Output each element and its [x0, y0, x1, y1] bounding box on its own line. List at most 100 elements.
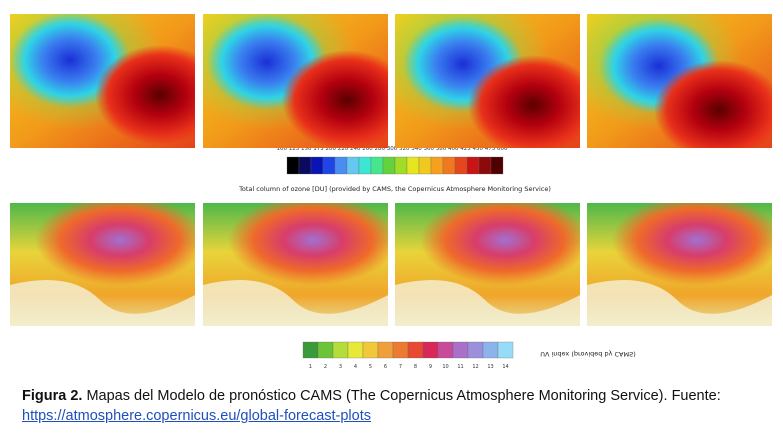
uv-tick-label: 11: [457, 364, 463, 370]
ozone-tick-label: 240: [350, 146, 361, 152]
uv-tick-label: 14: [502, 364, 508, 370]
uv-swatch: [347, 341, 364, 359]
ozone-tick-label: 340: [411, 146, 422, 152]
ozone-tick-label: 300: [387, 146, 398, 152]
ozone-tick-label: 360: [424, 146, 435, 152]
uv-swatch: [452, 341, 469, 359]
ozone-ticks: 100 125 150 175 200 220 240 260 280 300 …: [277, 146, 508, 152]
ozone-map: [395, 14, 580, 148]
uv-swatch: [407, 341, 424, 359]
uv-swatch: [362, 341, 379, 359]
ozone-tick-label: 320: [399, 146, 410, 152]
ozone-swatch: [478, 156, 492, 175]
uv-swatch: [377, 341, 394, 359]
caption-link[interactable]: https://atmosphere.copernicus.eu/global-…: [22, 408, 371, 424]
ozone-tick-label: 260: [362, 146, 373, 152]
uv-swatch: [422, 341, 439, 359]
uv-coast: [587, 280, 772, 326]
uv-layers: [587, 203, 772, 326]
ozone-tick-label: 600: [497, 146, 508, 152]
ozone-tick-label: 200: [326, 146, 337, 152]
ozone-tick-label: 280: [375, 146, 386, 152]
ozone-swatch: [430, 156, 444, 175]
uv-tick-label: 9: [429, 364, 432, 370]
ozone-map: [203, 14, 388, 148]
uv-tick-label: 10: [442, 364, 448, 370]
ozone-map: [587, 14, 772, 148]
uv-hot: [612, 203, 772, 285]
ozone-swatch: [406, 156, 420, 175]
ozone-swatch: [298, 156, 312, 175]
ozone-tick-label: 175: [313, 146, 324, 152]
uv-tick-label: 8: [414, 364, 417, 370]
uv-swatch: [302, 341, 319, 359]
uv-swatch: [317, 341, 334, 359]
ozone-tick-label: 380: [436, 146, 447, 152]
ozone-tick-label: 425: [460, 146, 471, 152]
uv-tick-label: 13: [487, 364, 493, 370]
ozone-high: [95, 45, 195, 145]
uv-layers: [203, 203, 388, 326]
uv-tick-label: 12: [472, 364, 478, 370]
uv-tick-label: 2: [324, 364, 327, 370]
ozone-high: [654, 60, 772, 148]
ozone-swatch: [322, 156, 336, 175]
figure-caption: Figura 2. Mapas del Modelo de pronóstico…: [22, 386, 762, 426]
uv-map: [587, 203, 772, 326]
uv-map: [203, 203, 388, 326]
uv-coast: [10, 280, 195, 326]
ozone-caption: Total column of ozone [DU] (provided by …: [238, 185, 551, 193]
uv-coast: [203, 280, 388, 326]
uv-layers: [395, 203, 580, 326]
uv-swatch: [332, 341, 349, 359]
uv-map: [10, 203, 195, 326]
uv-swatch: [482, 341, 499, 359]
ozone-layers: [587, 14, 772, 148]
uv-tick-label: 5: [369, 364, 372, 370]
uv-tick-label: 6: [384, 364, 387, 370]
uv-layers: [10, 203, 195, 326]
uv-swatch: [437, 341, 454, 359]
caption-text: Mapas del Modelo de pronóstico CAMS (The…: [82, 388, 721, 404]
ozone-swatch: [382, 156, 396, 175]
ozone-swatch: [454, 156, 468, 175]
uv-caption: UV index (provided by CAMS): [540, 350, 636, 358]
ozone-tick-label: 400: [448, 146, 459, 152]
uv-tick-label: 3: [339, 364, 342, 370]
ozone-tick-label: 125: [289, 146, 300, 152]
ozone-tick-label: 150: [301, 146, 312, 152]
uv-hot: [420, 203, 580, 285]
uv-swatch: [497, 341, 514, 359]
ozone-swatch: [370, 156, 384, 175]
uv-swatch: [392, 341, 409, 359]
maps: 100 125 150 175 200 220 240 260 280 300 …: [10, 14, 772, 370]
ozone-swatch: [418, 156, 432, 175]
uv-map: [395, 203, 580, 326]
ozone-swatch: [490, 156, 504, 175]
uv-hot: [35, 203, 195, 285]
ozone-swatch: [334, 156, 348, 175]
uv-swatch: [467, 341, 484, 359]
ozone-tick-label: 100: [277, 146, 288, 152]
uv-coast: [395, 280, 580, 326]
ozone-tick-label: 450: [473, 146, 484, 152]
uv-tick-label: 7: [399, 364, 402, 370]
ozone-swatch: [286, 156, 300, 175]
ozone-swatch: [310, 156, 324, 175]
ozone-map: [10, 14, 195, 148]
caption-label: Figura 2.: [22, 388, 83, 404]
ozone-high: [282, 50, 388, 148]
ozone-swatch: [358, 156, 372, 175]
uv-tick-label: 4: [354, 364, 357, 370]
ozone-layers: [10, 14, 195, 148]
uv-tick-label: 1: [309, 364, 312, 370]
ozone-swatch: [442, 156, 456, 175]
ozone-layers: [203, 14, 388, 148]
ozone-layers: [395, 14, 580, 148]
ozone-tick-label: 475: [485, 146, 496, 152]
ozone-swatch: [466, 156, 480, 175]
ozone-high: [468, 55, 580, 148]
ozone-swatch: [346, 156, 360, 175]
ozone-swatch: [394, 156, 408, 175]
